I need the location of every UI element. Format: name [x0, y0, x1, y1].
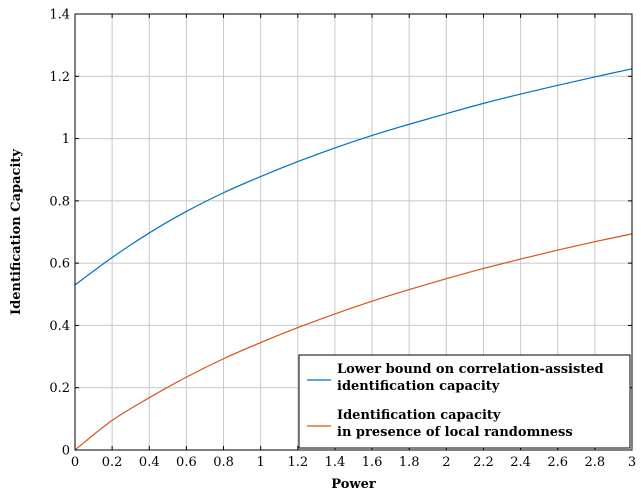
x-ticks: 0 0.2 0.4 0.6 0.8 1 1.2 1.4 1.6 1.8 2 2.2 2.4 2.6 2.8 3 [71, 14, 636, 470]
x-tick-label: 1.4 [325, 455, 346, 470]
legend-box [298, 354, 631, 449]
x-tick-label: 0.6 [176, 455, 197, 470]
legend-label-lower-bound-line-1: Lower bound on correlation-assisted [337, 362, 604, 377]
x-tick-label: 1.2 [287, 455, 308, 470]
series-line-lower-bound [74, 68, 633, 286]
series-layer [74, 68, 633, 451]
y-tick-label: 1 [62, 132, 70, 147]
x-tick-label: 1 [257, 455, 265, 470]
x-tick-label: 1.8 [399, 455, 420, 470]
x-tick-label: 2.8 [585, 455, 606, 470]
y-tick-label: 0.6 [49, 257, 70, 272]
x-axis-label: Power [331, 477, 376, 492]
y-tick-label: 0.8 [49, 194, 70, 209]
y-tick-label: 1.4 [49, 8, 70, 23]
x-tick-label: 2.6 [547, 455, 568, 470]
y-axis-label: Identification Capacity [9, 149, 24, 315]
legend-label-local-randomness-line-1: Identification capacity [337, 408, 501, 423]
x-tick-label: 2.4 [510, 455, 531, 470]
y-tick-label: 0.4 [49, 319, 70, 334]
legend-label-local-randomness-line-2: in presence of local randomness [337, 425, 573, 440]
x-tick-label: 0 [71, 455, 79, 470]
legend: Lower bound on correlation-assisted iden… [298, 354, 631, 449]
plot-frame [74, 13, 633, 451]
x-tick-label: 2 [442, 455, 450, 470]
x-tick-label: 0.4 [139, 455, 160, 470]
x-tick-label: 3 [628, 455, 636, 470]
x-tick-label: 0.2 [102, 455, 123, 470]
x-tick-label: 0.8 [213, 455, 234, 470]
y-tick-label: 1.2 [49, 70, 70, 85]
y-ticks: 0 0.2 0.4 0.6 0.8 1 1.2 1.4 [49, 8, 632, 459]
x-tick-label: 1.6 [362, 455, 383, 470]
y-tick-label: 0 [62, 444, 70, 459]
x-tick-label: 2.2 [473, 455, 494, 470]
legend-label-lower-bound-line-2: identification capacity [337, 379, 500, 394]
y-tick-label: 0.2 [49, 381, 70, 396]
series-line-local-randomness [74, 233, 633, 451]
